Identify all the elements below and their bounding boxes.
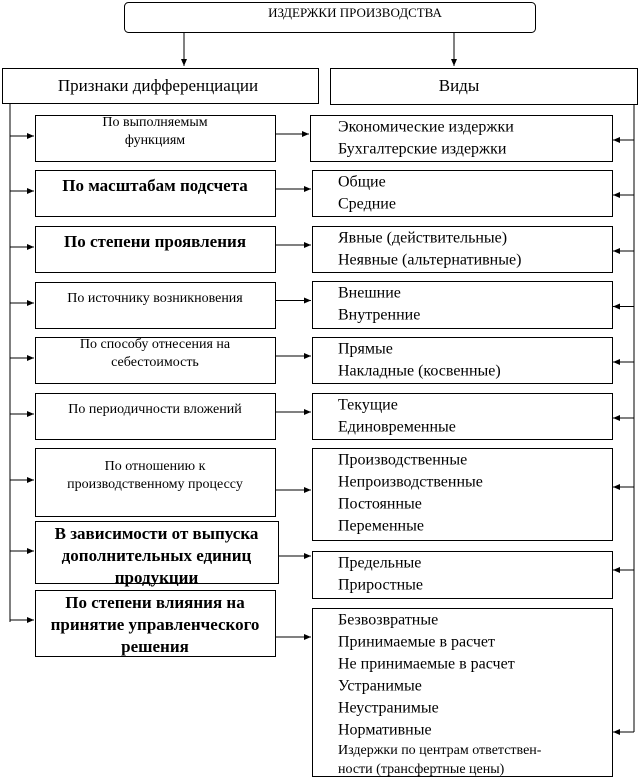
type-text: Экономические издержки bbox=[338, 119, 514, 136]
criterion-box bbox=[35, 448, 276, 517]
criterion-box bbox=[35, 521, 279, 584]
criterion-box bbox=[35, 282, 276, 329]
types-box bbox=[312, 551, 613, 599]
type-text: Накладные (косвенные) bbox=[338, 363, 501, 380]
types-box bbox=[312, 170, 613, 217]
criterion-box bbox=[35, 590, 276, 657]
criterion-text: дополнительных единиц bbox=[62, 546, 252, 565]
criterion-text: По источнику возникновения bbox=[67, 291, 243, 306]
type-text: Переменные bbox=[338, 518, 424, 535]
header-left: Признаки дифференциации bbox=[58, 76, 258, 95]
criterion-text: В зависимости от выпуска bbox=[55, 524, 259, 543]
type-text: ности (трансфертные цены) bbox=[338, 762, 505, 777]
type-text: Непроизводственные bbox=[338, 474, 483, 491]
type-text: Внутренние bbox=[338, 307, 420, 324]
type-text: Устранимые bbox=[338, 678, 422, 695]
types-box bbox=[310, 115, 613, 162]
criterion-text: принятие управленческого bbox=[51, 615, 260, 634]
type-text: Явные (действительные) bbox=[338, 230, 507, 247]
type-text: Прямые bbox=[338, 341, 393, 358]
type-text: Текущие bbox=[338, 397, 398, 414]
types-box bbox=[312, 226, 613, 273]
types-box bbox=[312, 608, 613, 777]
types-box bbox=[312, 448, 613, 541]
type-text: Средние bbox=[338, 196, 396, 213]
type-text: Неявные (альтернативные) bbox=[338, 252, 521, 269]
type-text: Внешние bbox=[338, 285, 401, 302]
criterion-text: По способу отнесения на bbox=[80, 337, 231, 352]
criterion-text: По масштабам подсчета bbox=[62, 176, 248, 195]
type-text: Постоянные bbox=[338, 496, 422, 513]
criterion-text: решения bbox=[121, 637, 189, 656]
types-box bbox=[312, 337, 613, 384]
criterion-box bbox=[35, 226, 276, 273]
criterion-text: По степени проявления bbox=[64, 232, 246, 251]
type-text: Принимаемые в расчет bbox=[338, 634, 495, 651]
type-text: Приростные bbox=[338, 577, 423, 594]
type-text: Издержки по центрам ответствен- bbox=[338, 743, 542, 758]
criterion-text: производственному процессу bbox=[67, 477, 243, 492]
title: ИЗДЕРЖКИ ПРОИЗВОДСТВА bbox=[268, 5, 442, 20]
type-text: Общие bbox=[338, 174, 386, 191]
criterion-box bbox=[35, 115, 276, 162]
title-box bbox=[124, 2, 536, 33]
type-text: Бухгалтерские издержки bbox=[338, 141, 507, 158]
criterion-text: продукции bbox=[115, 568, 199, 587]
header-right: Виды bbox=[439, 76, 480, 95]
criterion-text: функциям bbox=[125, 133, 185, 148]
criterion-box bbox=[35, 393, 276, 440]
types-box bbox=[312, 393, 613, 440]
criterion-text: По выполняемым bbox=[102, 115, 207, 130]
types-box bbox=[312, 281, 613, 329]
criterion-text: По степени влияния на bbox=[65, 593, 245, 612]
type-text: Не принимаемые в расчет bbox=[338, 656, 515, 673]
type-text: Нормативные bbox=[338, 722, 432, 739]
criterion-text: По периодичности вложений bbox=[68, 402, 242, 417]
header-box bbox=[330, 68, 638, 105]
criterion-box bbox=[35, 337, 276, 384]
criterion-box bbox=[35, 170, 276, 217]
criterion-text: По отношению к bbox=[105, 459, 206, 474]
header-box bbox=[2, 68, 319, 104]
type-text: Производственные bbox=[338, 452, 467, 469]
type-text: Предельные bbox=[338, 555, 421, 572]
type-text: Единовременные bbox=[338, 419, 456, 436]
type-text: Безвозвратные bbox=[338, 612, 438, 629]
type-text: Неустранимые bbox=[338, 700, 439, 717]
criterion-text: себестоимость bbox=[111, 355, 199, 370]
